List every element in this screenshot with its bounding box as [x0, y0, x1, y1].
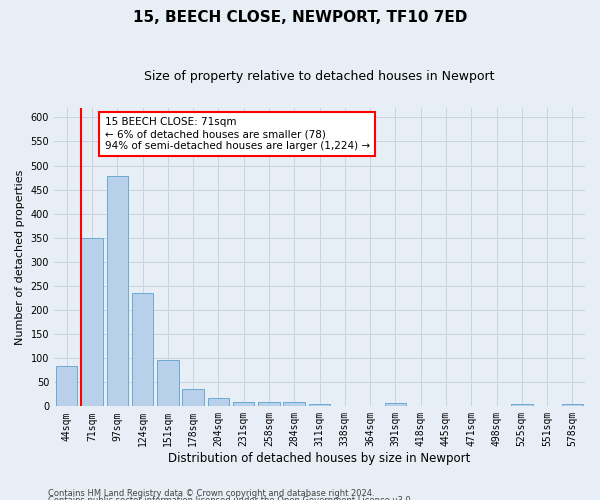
Bar — [157, 360, 179, 406]
X-axis label: Distribution of detached houses by size in Newport: Distribution of detached houses by size … — [169, 452, 471, 465]
Bar — [182, 388, 204, 406]
Text: 15, BEECH CLOSE, NEWPORT, TF10 7ED: 15, BEECH CLOSE, NEWPORT, TF10 7ED — [133, 10, 467, 25]
Text: Contains public sector information licensed under the Open Government Licence v3: Contains public sector information licen… — [48, 496, 413, 500]
Bar — [562, 404, 583, 406]
Bar — [132, 293, 153, 406]
Text: 15 BEECH CLOSE: 71sqm
← 6% of detached houses are smaller (78)
94% of semi-detac: 15 BEECH CLOSE: 71sqm ← 6% of detached h… — [104, 118, 370, 150]
Title: Size of property relative to detached houses in Newport: Size of property relative to detached ho… — [144, 70, 495, 83]
Bar — [309, 404, 330, 406]
Bar — [81, 238, 103, 406]
Bar — [56, 366, 77, 406]
Y-axis label: Number of detached properties: Number of detached properties — [15, 170, 25, 344]
Bar — [385, 403, 406, 406]
Bar — [208, 398, 229, 406]
Bar — [283, 402, 305, 406]
Bar — [511, 404, 533, 406]
Bar — [233, 402, 254, 406]
Bar — [107, 176, 128, 406]
Bar — [258, 402, 280, 406]
Text: Contains HM Land Registry data © Crown copyright and database right 2024.: Contains HM Land Registry data © Crown c… — [48, 488, 374, 498]
